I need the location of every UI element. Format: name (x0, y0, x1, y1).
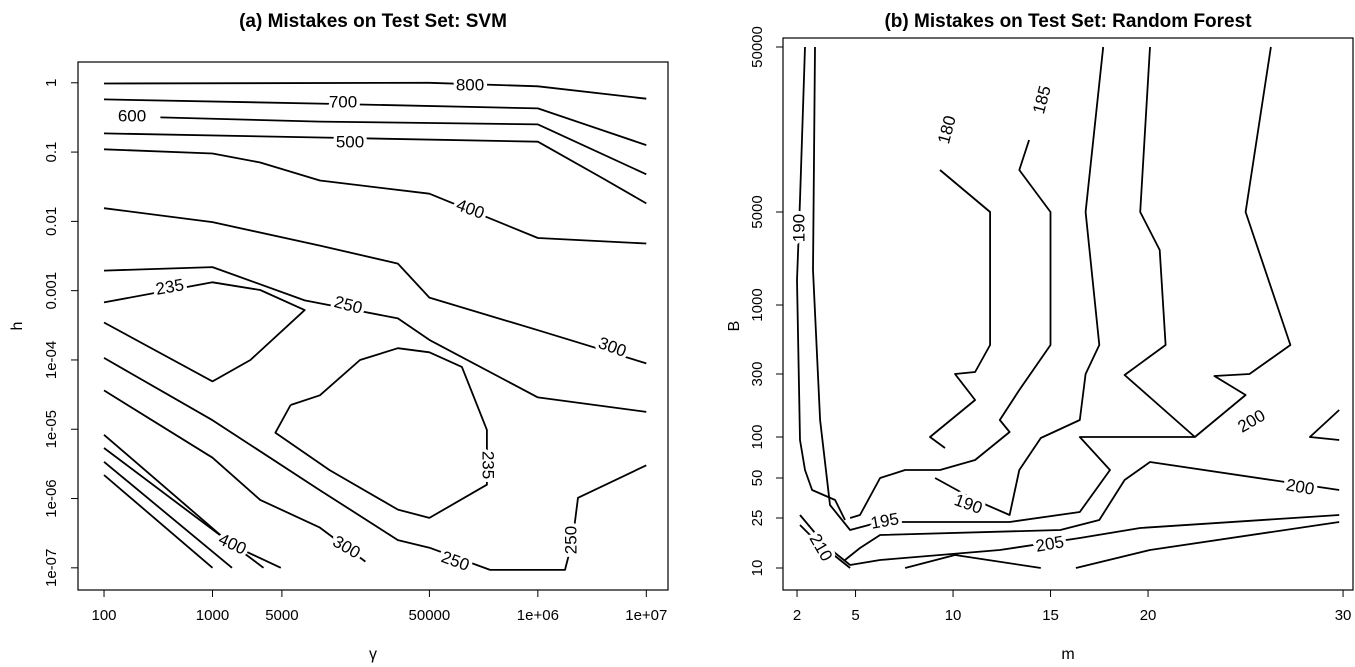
x-tick-label: 20 (1140, 607, 1157, 624)
x-tick-label: 50000 (409, 607, 451, 624)
plot-frame (782, 37, 1354, 591)
x-axis-label: m (1061, 646, 1074, 663)
chart-title: (a) Mistakes on Test Set: SVM (239, 11, 507, 32)
contour-label: 250 (332, 292, 364, 318)
y-tick-label: 10 (749, 560, 766, 577)
contour-line (796, 46, 846, 521)
contour-label: 190 (952, 490, 985, 518)
contour-label: 500 (336, 132, 364, 151)
contour-label: 200 (1234, 406, 1268, 437)
contour-line (160, 116, 647, 176)
contour-line (103, 98, 647, 146)
y-tick-label: 50 (749, 470, 766, 487)
contour-label: 205 (1034, 532, 1065, 556)
y-tick-label: 0.1 (43, 142, 60, 163)
y-tick-label: 50000 (749, 26, 766, 68)
contour-label: 235 (154, 275, 185, 299)
x-tick-label: 2 (793, 607, 801, 624)
contour-line (849, 139, 1052, 519)
contour-line (929, 169, 991, 449)
y-tick-label: 300 (749, 361, 766, 386)
contour-line (904, 554, 1041, 569)
contour-line (1194, 46, 1292, 438)
contour-label: 250 (561, 526, 580, 554)
contour-line (812, 46, 1196, 531)
contour-line (1075, 521, 1340, 569)
y-axis-label: B (726, 321, 743, 332)
contour-label: 700 (329, 92, 357, 111)
x-tick-label: 5000 (265, 607, 298, 624)
contour-line (274, 347, 488, 519)
y-tick-label: 1e-05 (43, 410, 60, 448)
x-tick-label: 1e+06 (517, 607, 559, 624)
contour-line (103, 474, 214, 569)
y-tick-label: 1000 (749, 288, 766, 321)
contour-label: 180 (934, 114, 960, 146)
contour-line (103, 389, 366, 563)
contour-line (799, 514, 1340, 566)
contour-label: 300 (329, 532, 363, 563)
chart-title: (b) Mistakes on Test Set: Random Forest (884, 11, 1252, 32)
contour-line (103, 81, 647, 100)
contour-line (103, 132, 647, 205)
x-tick-label: 5 (851, 607, 859, 624)
y-axis-label: h (9, 322, 26, 331)
contour-line (103, 266, 647, 413)
contour-line (103, 434, 282, 569)
contour-line (103, 148, 647, 245)
y-tick-label: 1e-06 (43, 479, 60, 517)
y-tick-label: 5000 (749, 195, 766, 228)
contour-label: 400 (454, 195, 487, 223)
contour-label: 190 (789, 214, 808, 242)
x-tick-label: 30 (1335, 607, 1352, 624)
y-tick-label: 25 (749, 510, 766, 527)
x-tick-label: 1e+07 (625, 607, 667, 624)
y-tick-label: 0.001 (43, 272, 60, 310)
x-tick-label: 100 (92, 607, 117, 624)
contour-line (844, 461, 1340, 561)
y-tick-label: 0.01 (43, 207, 60, 236)
y-tick-label: 1 (43, 79, 60, 87)
contour-label: 235 (479, 451, 498, 479)
contour-line (103, 447, 265, 569)
x-axis-label: γ (369, 646, 377, 663)
contour-label: 250 (439, 547, 472, 575)
contour-line (103, 461, 233, 569)
contour-label: 600 (118, 106, 146, 125)
contour-line (103, 207, 647, 365)
x-tick-label: 15 (1042, 607, 1059, 624)
contour-label: 185 (1029, 84, 1055, 116)
y-tick-label: 100 (749, 424, 766, 449)
x-tick-label: 10 (945, 607, 962, 624)
contour-line (103, 357, 647, 571)
contour-line (799, 524, 851, 569)
contour-line (103, 281, 306, 383)
y-tick-label: 1e-04 (43, 341, 60, 379)
y-tick-label: 1e-07 (43, 549, 60, 587)
contour-label: 200 (1285, 475, 1316, 499)
x-tick-label: 1000 (196, 607, 229, 624)
contour-label: 800 (456, 75, 484, 94)
plot-frame (77, 61, 669, 591)
contour-line (934, 46, 1105, 516)
contour-line (1309, 409, 1340, 441)
contour-label: 195 (869, 509, 900, 533)
